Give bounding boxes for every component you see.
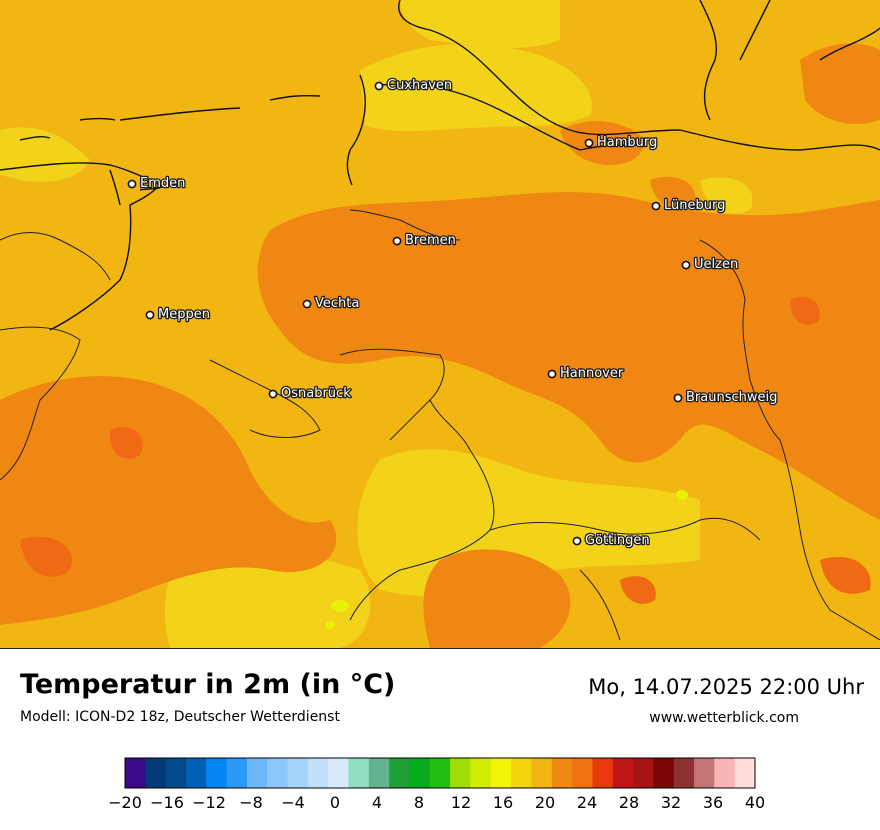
legend-tick-label: 36 — [703, 793, 723, 812]
legend-tick-label: 28 — [619, 793, 639, 812]
legend-swatch — [470, 758, 492, 788]
legend-swatch — [125, 758, 146, 788]
city-cuxhaven: Cuxhaven — [374, 77, 453, 94]
city-osnabrck: Osnabrück — [268, 385, 352, 402]
city-dot — [374, 81, 384, 91]
legend-swatch — [287, 758, 309, 788]
website-link[interactable]: www.wetterblick.com — [649, 710, 799, 726]
city-hamburg: Hamburg — [584, 134, 659, 151]
model-info: Modell: ICON-D2 18z, Deutscher Wetterdie… — [20, 709, 340, 725]
legend-swatch — [389, 758, 411, 788]
city-dot — [547, 369, 557, 379]
legend-tick-label: 20 — [535, 793, 555, 812]
temperature-map: Cuxhaven Hamburg Emden Lüneburg Bremen Uelzen… — [0, 0, 880, 649]
city-dot — [673, 393, 683, 403]
map-canvas: Cuxhaven Hamburg Emden Lüneburg Bremen Uelzen… — [0, 0, 880, 648]
legend-swatch — [226, 758, 248, 788]
coolest-spots — [325, 490, 688, 629]
legend-tick-label: 40 — [745, 793, 765, 812]
legend-tick-label: −20 — [108, 793, 142, 812]
city-label: Braunschweig — [686, 390, 777, 405]
legend-tick-label: 16 — [493, 793, 513, 812]
legend-swatch — [348, 758, 370, 788]
city-emden: Emden — [127, 175, 187, 192]
city-gttingen: Göttingen — [572, 532, 651, 549]
city-braunschweig: Braunschweig — [673, 389, 779, 406]
city-dot — [268, 389, 278, 399]
legend-swatch — [409, 758, 431, 788]
legend-swatch — [734, 758, 756, 788]
legend-tick-label: 12 — [451, 793, 471, 812]
city-vechta: Vechta — [302, 295, 361, 312]
legend-swatch — [490, 758, 512, 788]
city-lneburg: Lüneburg — [651, 197, 727, 214]
legend-swatch — [267, 758, 289, 788]
city-bremen: Bremen — [392, 232, 457, 249]
city-label: Göttingen — [585, 533, 650, 548]
legend-swatch — [612, 758, 634, 788]
legend-swatch — [165, 758, 187, 788]
city-dot — [572, 536, 582, 546]
legend-swatch — [145, 758, 167, 788]
city-dot — [651, 201, 661, 211]
legend-swatch — [511, 758, 532, 788]
legend-swatch — [307, 758, 329, 788]
map-footer: Temperatur in 2m (in °C) Modell: ICON-D2… — [0, 649, 880, 830]
city-dot — [584, 138, 594, 148]
city-label: Hamburg — [597, 135, 657, 150]
city-label: Meppen — [158, 307, 210, 322]
legend-swatch — [592, 758, 614, 788]
city-label: Uelzen — [694, 257, 738, 272]
legend-swatch — [633, 758, 654, 788]
city-dot — [127, 179, 137, 189]
legend-frame — [124, 757, 756, 789]
legend-swatch — [368, 758, 390, 788]
borders — [0, 209, 880, 641]
legend-swatch — [185, 758, 207, 788]
legend-swatch — [694, 758, 715, 788]
forecast-datetime: Mo, 14.07.2025 22:00 Uhr — [588, 675, 864, 699]
city-label: Cuxhaven — [387, 78, 452, 93]
city-meppen: Meppen — [145, 306, 211, 323]
legend-swatch — [450, 758, 471, 788]
city-label: Osnabrück — [281, 386, 351, 401]
legend-swatch — [328, 758, 350, 788]
legend-tick-label: 24 — [577, 793, 597, 812]
color-legend: −20 −16 −12 −8 −4 0 4 8 12 16 20 24 28 32 36 40 — [0, 754, 880, 824]
city-hannover: Hannover — [547, 365, 625, 382]
city-label: Lüneburg — [664, 198, 725, 213]
legend-tick-label: −8 — [239, 793, 263, 812]
legend-swatch — [653, 758, 675, 788]
legend-tick-label: 4 — [372, 793, 382, 812]
legend-swatch — [714, 758, 736, 788]
city-label: Hannover — [560, 366, 624, 381]
city-dot — [392, 236, 402, 246]
legend-tick-label: 32 — [661, 793, 681, 812]
city-uelzen: Uelzen — [681, 256, 739, 273]
city-dot — [681, 260, 691, 270]
legend-swatch — [551, 758, 573, 788]
city-markers: Cuxhaven Hamburg Emden Lüneburg Bremen Uelzen… — [127, 77, 779, 549]
legend-swatch — [531, 758, 553, 788]
legend-tick-label: 8 — [414, 793, 424, 812]
city-label: Bremen — [405, 233, 456, 248]
legend-tick-label: −12 — [192, 793, 226, 812]
legend-swatch — [572, 758, 593, 788]
legend-tick-label: −16 — [150, 793, 184, 812]
city-label: Vechta — [315, 296, 359, 311]
city-dot — [302, 299, 312, 309]
coastlines — [0, 0, 880, 331]
map-title: Temperatur in 2m (in °C) — [20, 669, 396, 700]
hot-spots — [20, 296, 871, 604]
legend-swatch — [673, 758, 695, 788]
city-dot — [145, 310, 155, 320]
legend-tick-label: −4 — [281, 793, 305, 812]
legend-tick-label: 0 — [330, 793, 340, 812]
legend-swatch — [429, 758, 451, 788]
legend-scale: −20 −16 −12 −8 −4 0 4 8 12 16 20 24 28 32 36 40 — [108, 757, 765, 812]
legend-swatch — [246, 758, 268, 788]
city-label: Emden — [140, 176, 185, 191]
legend-swatch — [206, 758, 228, 788]
